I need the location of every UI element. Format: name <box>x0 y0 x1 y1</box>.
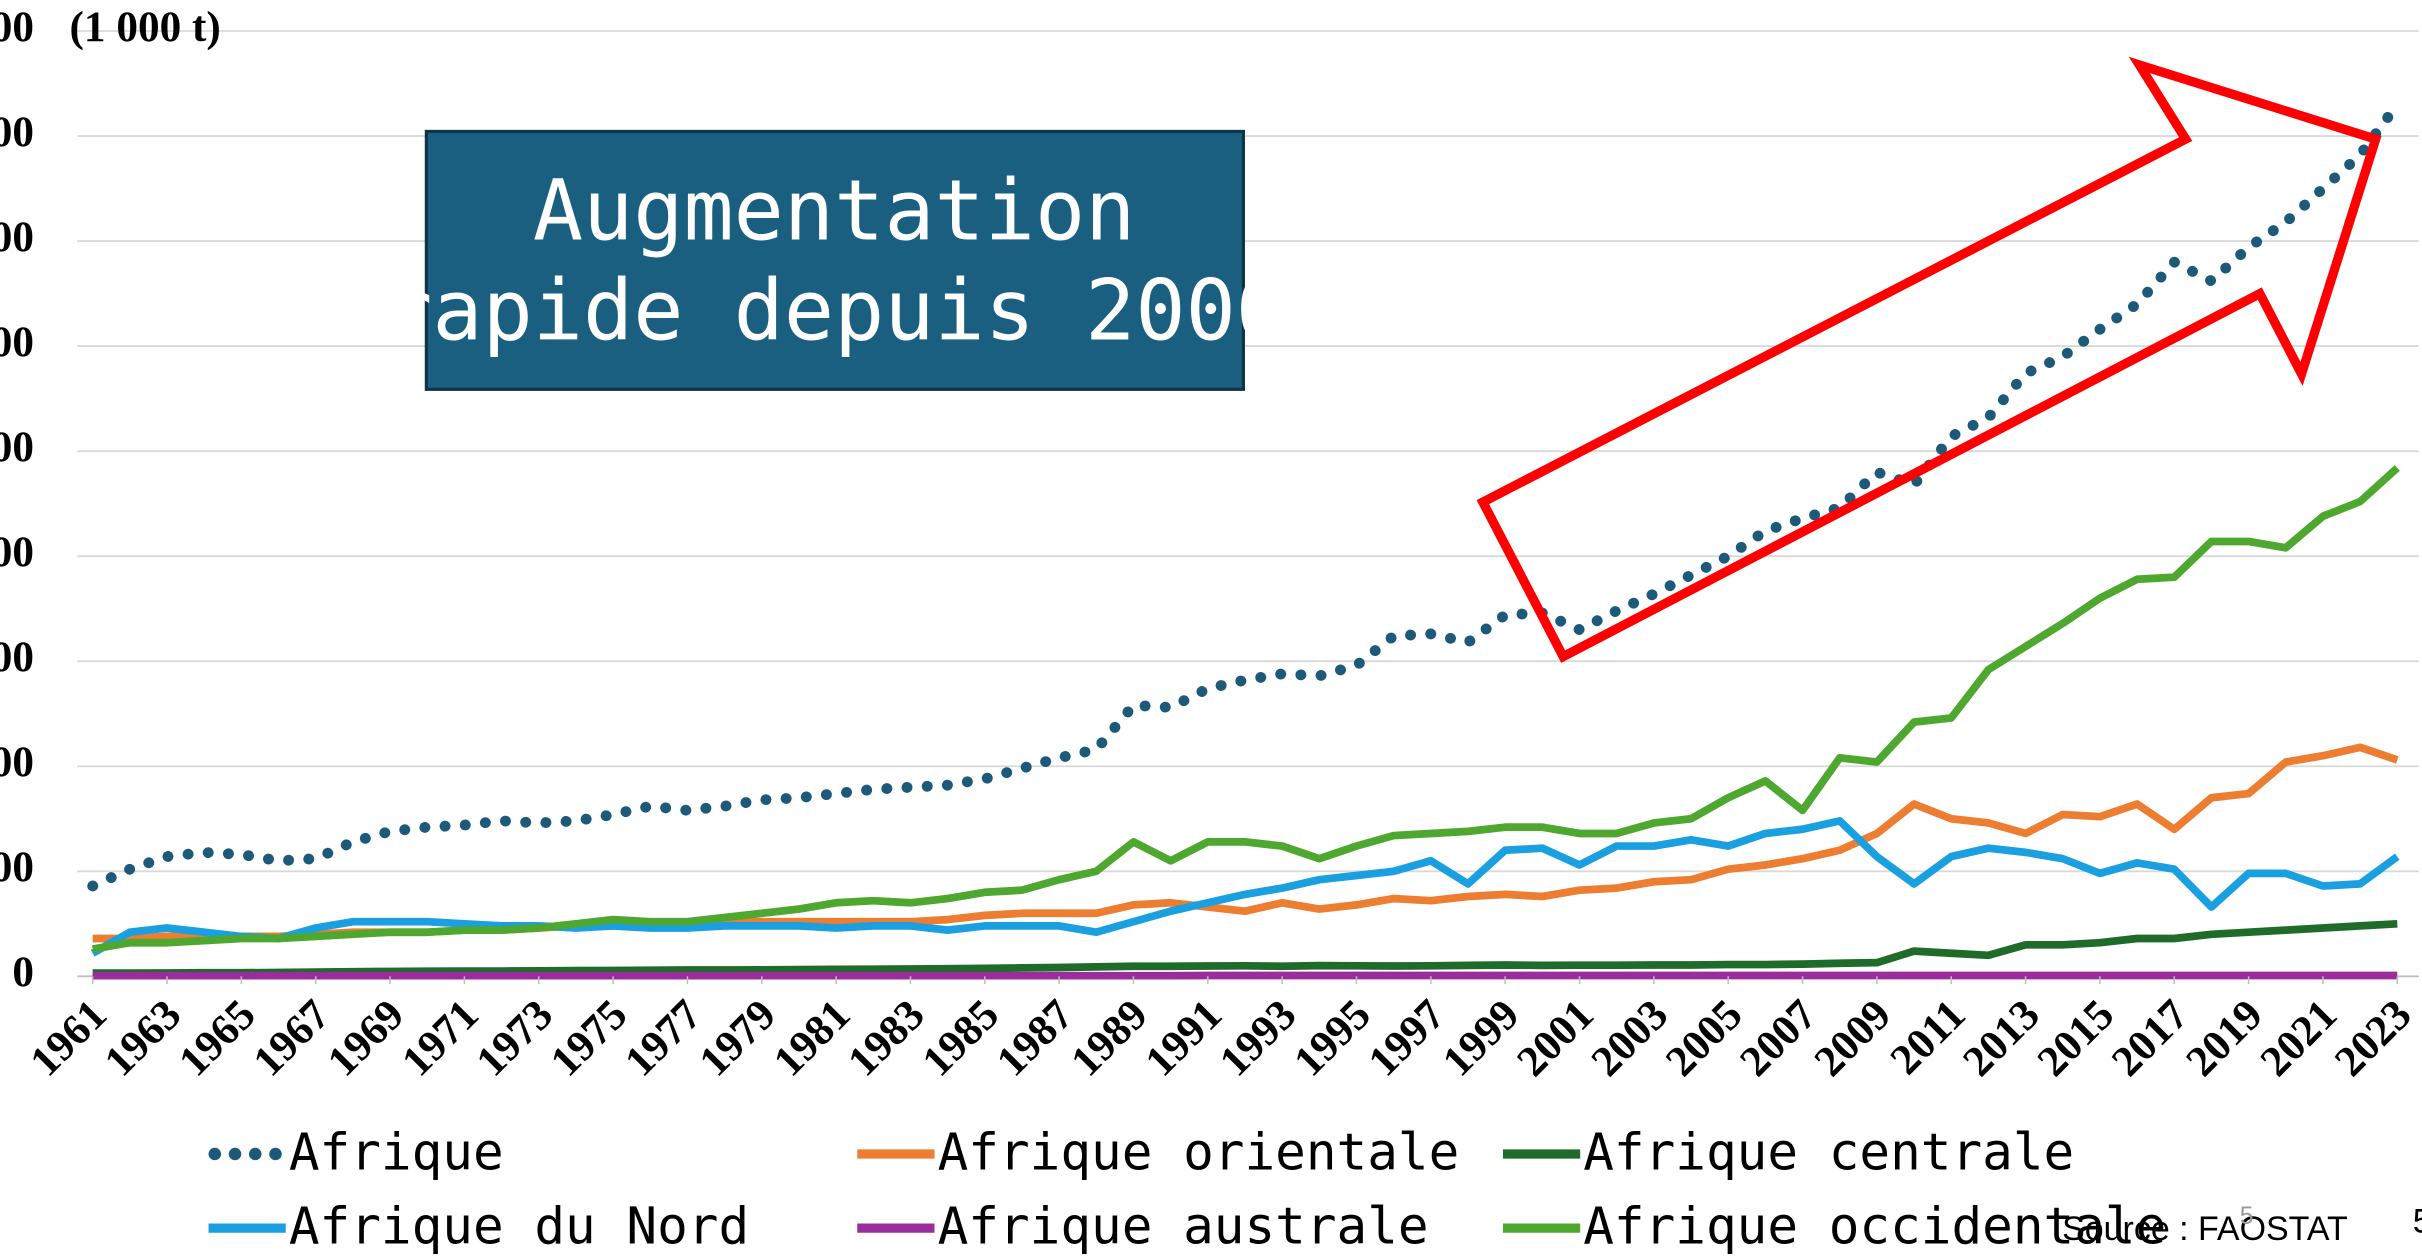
x-tick-label: 1979 <box>690 990 785 1085</box>
x-tick-label: 1977 <box>616 990 711 1085</box>
x-tick-label: 1989 <box>1062 990 1157 1085</box>
x-tick-label: 1981 <box>764 990 859 1085</box>
legend-label: Afrique occidentale <box>1583 1198 2166 1256</box>
x-tick-label: 1971 <box>393 990 488 1085</box>
x-tick-label: 2017 <box>2103 990 2198 1085</box>
x-tick-label: 2005 <box>1656 990 1751 1085</box>
annotation-text: rapide depuis 2000 <box>382 263 1286 360</box>
x-tick-label: 1973 <box>467 990 562 1085</box>
x-tick-label: 1997 <box>1359 990 1454 1085</box>
x-tick-label: 1963 <box>95 990 190 1085</box>
legend-label: Afrique du Nord <box>289 1198 749 1256</box>
legend-label: Afrique centrale <box>1583 1123 2074 1182</box>
x-tick-label: 1975 <box>541 990 636 1085</box>
annotation-text: Augmentation <box>533 162 1136 259</box>
x-tick-label: 1999 <box>1433 990 1528 1085</box>
x-tick-label: 2003 <box>1582 990 1677 1085</box>
y-tick-label: 25 000 <box>0 423 34 471</box>
x-tick-label: 1967 <box>244 990 339 1085</box>
source: Source : FAOSTAT <box>2062 1210 2348 1248</box>
x-tick-label: 2019 <box>2177 990 2272 1085</box>
x-tick-label: 2007 <box>1731 990 1826 1085</box>
y-tick-label: 15 000 <box>0 633 34 681</box>
x-tick-label: 1985 <box>913 990 1008 1085</box>
legend-label: Afrique australe <box>938 1198 1429 1256</box>
x-tick-label: 2015 <box>2028 990 2123 1085</box>
y-tick-label: 10 000 <box>0 738 34 786</box>
x-tick-label: 1969 <box>318 990 413 1085</box>
annotation-box <box>424 129 1245 391</box>
x-tick-label: 1993 <box>1210 990 1305 1085</box>
x-tick-label: 2023 <box>2326 990 2421 1085</box>
y-tick-label: 35 000 <box>0 213 34 261</box>
y-tick-label: 30 000 <box>0 318 34 366</box>
y-tick-label: 20 000 <box>0 528 34 576</box>
y-tick-label: 40 000 <box>0 108 34 156</box>
x-tick-label: 2009 <box>1805 990 1900 1085</box>
series-line <box>92 465 2400 953</box>
y-tick-label: 45 000 <box>0 3 34 51</box>
y-unit: (1 000 t) <box>70 3 221 51</box>
x-tick-label: 1983 <box>839 990 934 1085</box>
x-tick-label: 1961 <box>21 990 116 1085</box>
x-tick-label: 1995 <box>1285 990 1380 1085</box>
x-tick-label: 1991 <box>1136 990 1231 1085</box>
x-tick-label: 2011 <box>1881 990 1974 1083</box>
page-number: 5 <box>2413 1202 2422 1240</box>
trend-arrow <box>1476 56 2382 663</box>
series-line <box>90 817 2400 957</box>
legend-label: Afrique <box>289 1123 504 1182</box>
series-line <box>87 99 2403 892</box>
y-tick-label: 5 000 <box>0 843 34 891</box>
y-tick-label: 0 <box>12 948 34 996</box>
series-line <box>92 919 2398 978</box>
x-tick-label: 2001 <box>1508 990 1603 1085</box>
legend-label: Afrique orientale <box>938 1123 1460 1182</box>
page-number: 5 <box>2240 1203 2254 1230</box>
x-tick-label: 2021 <box>2251 990 2346 1085</box>
x-tick-label: 1987 <box>987 990 1082 1085</box>
x-tick-label: 2013 <box>1954 990 2049 1085</box>
x-tick-label: 1965 <box>170 990 265 1085</box>
